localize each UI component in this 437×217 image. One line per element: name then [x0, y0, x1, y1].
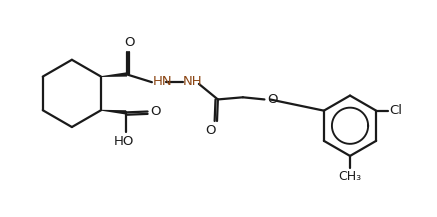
Polygon shape [101, 110, 126, 115]
Text: CH₃: CH₃ [339, 170, 361, 183]
Text: HN: HN [153, 75, 173, 88]
Text: NH: NH [183, 75, 202, 88]
Text: Cl: Cl [389, 104, 402, 117]
Polygon shape [101, 72, 127, 77]
Text: O: O [124, 36, 134, 49]
Text: O: O [150, 105, 161, 118]
Text: HO: HO [114, 135, 135, 148]
Text: O: O [267, 92, 277, 105]
Text: O: O [206, 125, 216, 137]
